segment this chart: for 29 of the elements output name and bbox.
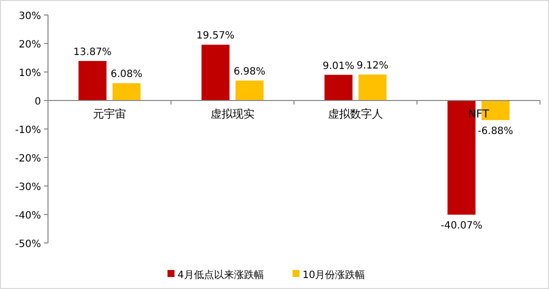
y-tick-label: -40% [15, 210, 41, 222]
legend-label: 10月份涨跌幅 [302, 269, 366, 281]
y-tick-label: -30% [15, 182, 41, 193]
data-label: 9.12% [356, 60, 388, 72]
data-label: 13.87% [73, 46, 112, 58]
x-tick-label: NFT [468, 108, 490, 120]
data-label: 6.98% [234, 66, 266, 78]
y-tick-label: 20% [18, 40, 41, 50]
data-label: -40.07% [440, 220, 482, 232]
bar [236, 80, 264, 100]
bar [324, 74, 352, 100]
y-tick-label: 30% [18, 11, 41, 22]
bar [112, 83, 140, 100]
bar [358, 74, 386, 100]
data-label: 6.08% [110, 69, 142, 80]
data-label: 19.57% [196, 30, 235, 42]
bar [78, 60, 106, 100]
data-label: -6.88% [478, 126, 514, 138]
x-tick-label: 虚拟现实 [210, 108, 254, 120]
y-tick-label: 0 [34, 96, 41, 108]
y-tick-label: -10% [15, 125, 41, 136]
x-tick-label: 元宇宙 [93, 108, 126, 120]
data-label: 9.01% [322, 60, 354, 72]
y-tick-label: 10% [18, 68, 41, 79]
legend-label: 4月低点以来涨跌幅 [178, 269, 264, 281]
bar [202, 44, 230, 100]
x-tick-label: 虚拟数字人 [328, 108, 383, 120]
y-tick-label: -50% [15, 239, 41, 250]
y-tick-label: -20% [15, 154, 41, 164]
